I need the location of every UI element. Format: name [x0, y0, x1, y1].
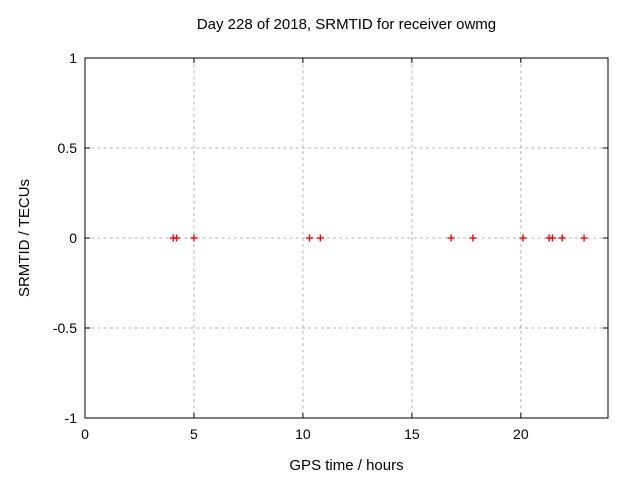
chart-title: Day 228 of 2018, SRMTID for receiver owm…	[196, 16, 497, 33]
y-tick-label: 0.5	[58, 140, 78, 156]
y-tick-label: 1	[69, 50, 77, 66]
x-tick-label: 20	[513, 426, 529, 442]
y-tick-label: -0.5	[53, 320, 77, 336]
x-tick-label: 5	[190, 426, 198, 442]
y-tick-label: -1	[65, 410, 78, 426]
x-tick-label: 0	[81, 426, 89, 442]
x-tick-label: 15	[404, 426, 420, 442]
x-tick-label: 10	[295, 426, 311, 442]
x-axis-label: GPS time / hours	[289, 457, 404, 474]
y-tick-label: 0	[69, 230, 77, 246]
